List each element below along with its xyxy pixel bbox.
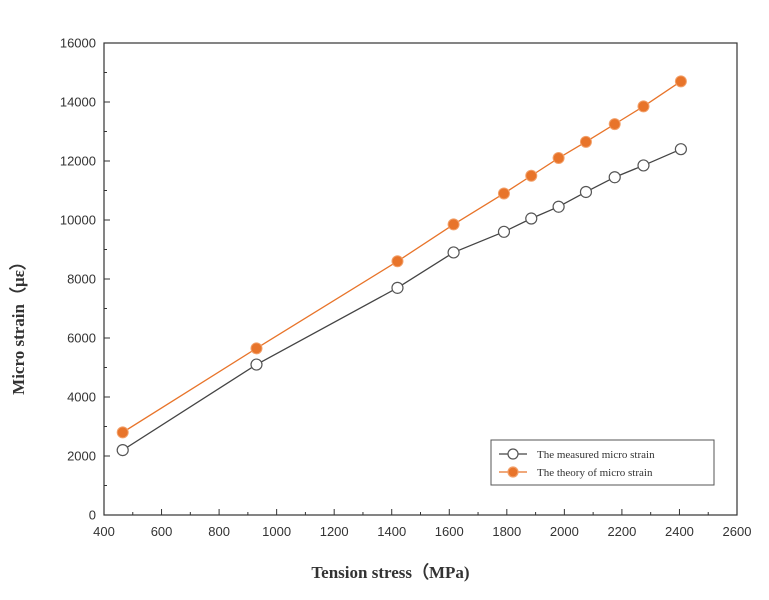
y-tick-label: 0 — [89, 508, 96, 523]
y-tick-label: 10000 — [60, 213, 96, 228]
x-tick-label: 400 — [93, 524, 115, 539]
data-point — [637, 159, 650, 172]
x-tick-label: 1200 — [320, 524, 349, 539]
legend-marker-measured — [507, 448, 519, 460]
y-tick-label: 14000 — [60, 95, 96, 110]
data-point — [250, 358, 263, 371]
series-line — [122, 148, 682, 451]
data-point — [579, 135, 592, 148]
x-tick-label: 1400 — [377, 524, 406, 539]
y-axis: 0 2000 4000 6000 8000 10000 12000 14000 16000 — [60, 36, 110, 523]
legend-label-measured: The measured micro strain — [537, 449, 655, 461]
data-point — [447, 218, 460, 231]
x-axis-title: Tension stress（MPa) — [311, 562, 469, 582]
y-tick-label: 8000 — [67, 272, 96, 287]
series-layer — [116, 75, 687, 457]
data-point — [497, 225, 511, 238]
x-tick-label: 2000 — [550, 524, 579, 539]
legend: The measured micro strain The theory of … — [490, 439, 715, 486]
series-theory — [116, 75, 687, 439]
data-point — [525, 169, 538, 182]
data-point — [391, 281, 404, 294]
data-point — [391, 255, 404, 268]
x-tick-label: 1600 — [435, 524, 464, 539]
data-point — [637, 100, 650, 113]
y-tick-label: 2000 — [67, 449, 96, 464]
data-point — [579, 185, 593, 199]
data-point — [552, 200, 565, 213]
data-point — [608, 118, 621, 131]
x-tick-label: 2400 — [665, 524, 694, 539]
data-point — [116, 426, 129, 439]
data-point — [608, 171, 621, 184]
x-axis: 400 600 800 1000 1200 1400 1600 1800 2000 2200 240… — [93, 509, 751, 539]
data-point — [525, 212, 538, 225]
x-tick-label: 600 — [151, 524, 173, 539]
data-point — [674, 75, 687, 88]
legend-label-theory: The theory of micro strain — [537, 467, 653, 479]
x-tick-label: 2200 — [607, 524, 636, 539]
y-axis-title: Micro strain（με） — [8, 253, 28, 395]
series-measured — [116, 143, 687, 457]
data-point — [116, 444, 129, 457]
y-tick-label: 6000 — [67, 331, 96, 346]
x-tick-label: 1800 — [492, 524, 521, 539]
data-point — [447, 246, 460, 259]
data-point — [250, 342, 263, 355]
x-tick-label: 1000 — [262, 524, 291, 539]
data-point — [552, 152, 565, 165]
legend-box — [490, 439, 715, 486]
y-tick-label: 12000 — [60, 154, 96, 169]
data-point — [497, 187, 510, 200]
y-tick-label: 4000 — [67, 390, 96, 405]
legend-marker-theory — [507, 466, 519, 478]
series-line — [122, 80, 682, 433]
data-point — [674, 143, 687, 156]
x-tick-label: 800 — [208, 524, 230, 539]
x-tick-label: 2600 — [723, 524, 752, 539]
y-tick-label: 16000 — [60, 36, 96, 51]
